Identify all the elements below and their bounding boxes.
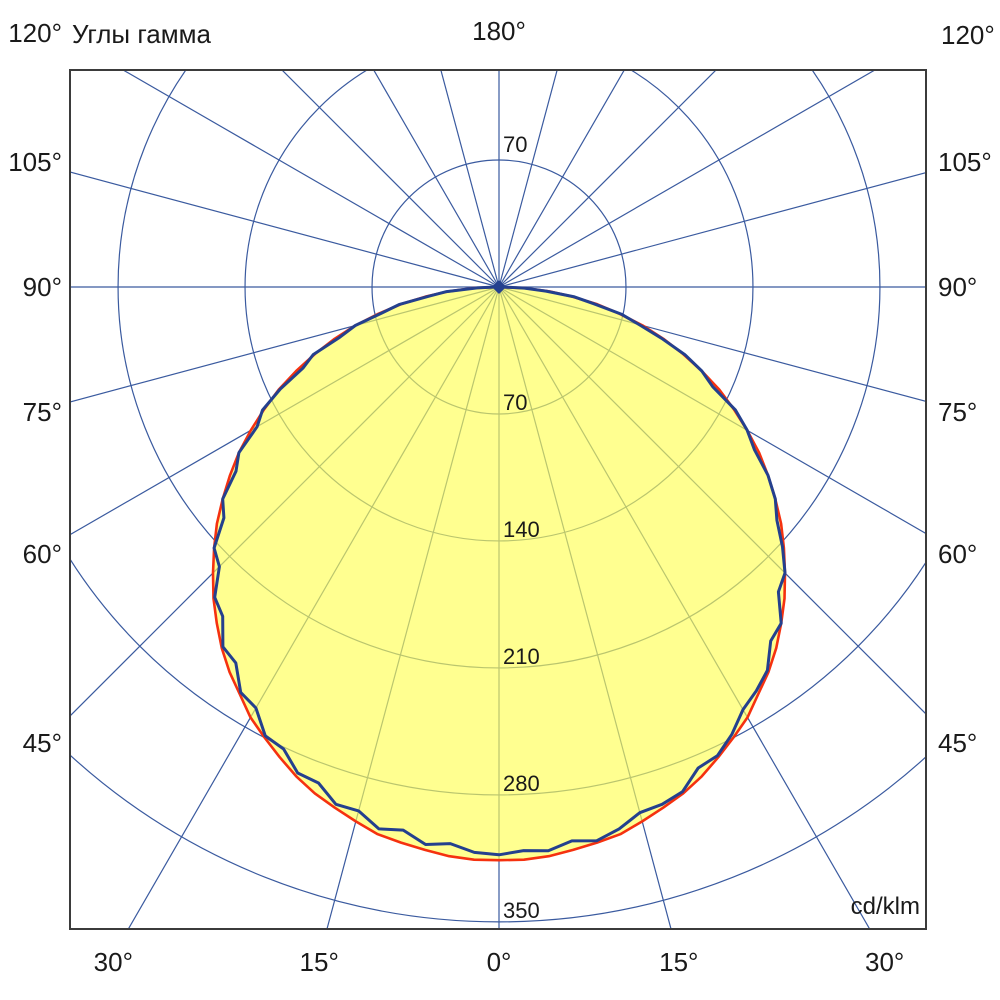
pole-marker (492, 280, 506, 294)
gamma-ray-285 (70, 286, 500, 403)
ring-value-label-70: 70 (503, 389, 528, 415)
gamma-angle-label-bottom-L15: 15° (299, 947, 339, 977)
ring-value-label-210: 210 (503, 643, 540, 669)
gamma-angle-label-bottom-0: 0° (486, 947, 512, 977)
ring-value-label-350: 350 (503, 897, 540, 923)
corner-angle-label-left-120: 120° (8, 18, 62, 48)
chart-title: Углы гамма (72, 19, 211, 49)
gamma-angle-label-right-45: 45° (938, 727, 978, 758)
intensity-curves (211, 285, 787, 862)
gamma-angle-label-bottom-R15: 15° (659, 947, 699, 977)
gamma-ray-255 (70, 171, 500, 288)
gamma-angle-label-right-105: 105° (938, 147, 992, 178)
gamma-ray-150 (498, 70, 625, 288)
gamma-ray-75 (498, 286, 926, 403)
gamma-ray-135 (498, 70, 717, 288)
ring-value-label-140: 140 (503, 516, 540, 542)
plot-border (69, 69, 927, 930)
gamma-angle-label-right-75: 75° (938, 396, 978, 427)
gamma-angle-label-bottom-L30: 30° (93, 947, 133, 977)
gamma-angle-label-left-75: 75° (22, 396, 62, 427)
gamma-ray-225 (281, 70, 500, 288)
intensity-curve-c0-c180 (212, 285, 787, 857)
gamma-ray-105 (498, 171, 926, 288)
corner-angle-label-right-120: 120° (941, 20, 995, 50)
ring-value-label-280: 280 (503, 770, 540, 796)
gamma-angle-label-bottom-R30: 30° (864, 947, 905, 977)
gamma-ray-120 (498, 70, 877, 288)
units-label-cd-klm: cd/klm (850, 893, 920, 920)
gamma-ray-195 (440, 70, 500, 288)
gamma-ray-240 (121, 70, 500, 288)
radial-ring-350 (70, 753, 926, 923)
gamma-angle-label-left-60: 60° (22, 538, 62, 569)
gamma-angle-label-left-105: 105° (8, 147, 62, 178)
gamma-angle-label-left-90: 90° (22, 272, 62, 302)
gamma-angle-label-left-45: 45° (22, 727, 62, 758)
gamma-angle-label-right-90: 90° (938, 272, 978, 302)
intensity-fill-area (213, 287, 785, 861)
gamma-angle-label-right-60: 60° (938, 538, 978, 569)
ring-value-label-above-70: 70 (503, 132, 528, 158)
gamma-ray-165 (498, 70, 558, 288)
top-angle-label-180: 180° (472, 16, 526, 46)
gamma-ray-210 (373, 70, 500, 288)
